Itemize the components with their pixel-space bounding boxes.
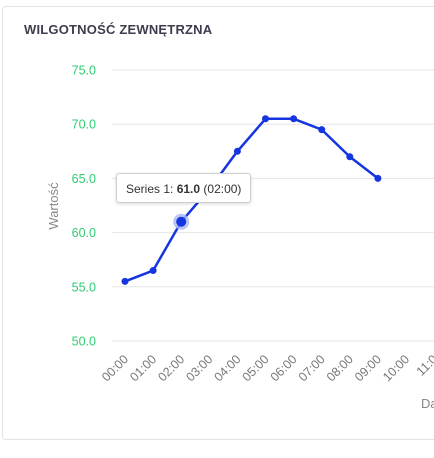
- data-point[interactable]: [290, 115, 298, 123]
- x-tick-label: 07:00: [296, 352, 328, 384]
- y-axis-label: Wartość: [46, 182, 61, 230]
- x-tick-label: 10:00: [380, 352, 412, 384]
- x-tick-label: 09:00: [352, 352, 384, 384]
- data-point[interactable]: [121, 277, 129, 285]
- data-point[interactable]: [346, 153, 354, 161]
- y-tick-label: 75.0: [72, 64, 96, 78]
- data-tooltip: Series 1: 61.0 (02:00): [116, 173, 252, 203]
- x-tick-labels: 00:0001:0002:0003:0004:0005:0006:0007:00…: [99, 352, 434, 384]
- series-1: [121, 115, 382, 285]
- y-tick-label: 65.0: [72, 172, 96, 186]
- x-tick-label: 00:00: [99, 352, 131, 384]
- x-tick-label: 01:00: [127, 352, 159, 384]
- x-tick-label: 11:0: [414, 352, 434, 378]
- tooltip-value: 61.0: [176, 182, 201, 196]
- chart-card: [2, 6, 434, 440]
- x-axis-label: Da: [421, 396, 434, 411]
- x-tick-label: 03:00: [183, 352, 215, 384]
- y-tick-label: 60.0: [72, 226, 96, 240]
- y-tick-labels: 75.0 70.0 65.0 60.0 55.0 50.0: [72, 64, 96, 349]
- y-tick-label: 55.0: [72, 280, 96, 294]
- x-tick-label: 05:00: [240, 352, 272, 384]
- data-point[interactable]: [318, 126, 326, 134]
- data-point[interactable]: [176, 216, 187, 227]
- tooltip-time: (02:00): [203, 182, 242, 196]
- data-point[interactable]: [374, 174, 382, 182]
- card-title: WILGOTNOŚĆ ZEWNĘTRZNA: [24, 22, 213, 37]
- data-point[interactable]: [262, 115, 269, 123]
- y-tick-label: 50.0: [72, 335, 96, 349]
- x-tick-label: 06:00: [268, 352, 300, 384]
- tooltip-series: Series 1:: [126, 182, 174, 196]
- series-line: [124, 117, 379, 283]
- data-point[interactable]: [233, 147, 241, 155]
- grid-lines: [112, 69, 434, 342]
- x-tick-label: 04:00: [212, 352, 244, 384]
- x-tick-label: 02:00: [155, 352, 187, 384]
- x-tick-label: 08:00: [324, 352, 356, 384]
- data-point[interactable]: [149, 267, 157, 275]
- y-tick-label: 70.0: [72, 118, 96, 132]
